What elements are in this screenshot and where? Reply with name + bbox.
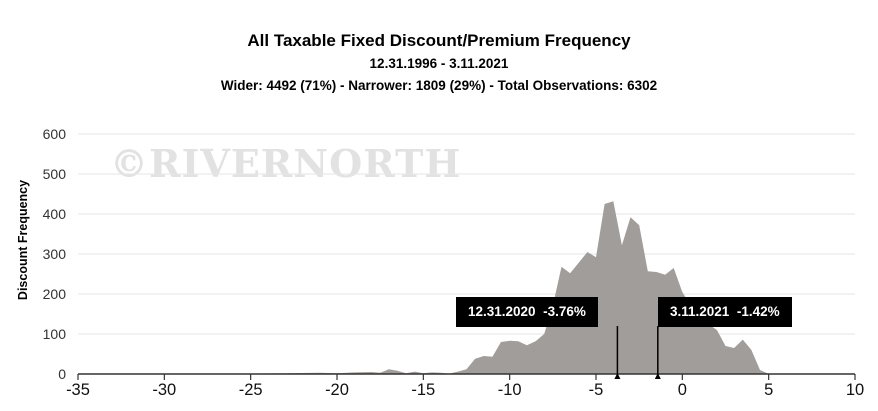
callout-end-date: 3.11.2021 bbox=[670, 304, 730, 319]
y-tick-label: 500 bbox=[43, 166, 67, 182]
callout-end-value: -1.42% bbox=[736, 304, 780, 319]
x-tick-label: 5 bbox=[764, 381, 773, 399]
y-tick-label: 400 bbox=[43, 206, 67, 222]
x-tick-label: -30 bbox=[152, 381, 176, 399]
x-tick-label: -5 bbox=[589, 381, 604, 399]
chart-summary: Wider: 4492 (71%) - Narrower: 1809 (29%)… bbox=[220, 78, 658, 93]
x-tick-label: 10 bbox=[846, 381, 864, 399]
marker-arrow-end bbox=[654, 373, 661, 379]
callout-start-value: -3.76% bbox=[543, 304, 586, 319]
y-tick-label: 100 bbox=[43, 326, 67, 342]
x-tick-label: -25 bbox=[239, 381, 263, 399]
callout-start: 12.31.2020 -3.76% bbox=[456, 297, 598, 327]
rivernorth-watermark: ©RIVERNORTH bbox=[110, 141, 462, 186]
x-tick-label: -10 bbox=[498, 381, 522, 399]
marker-arrow-start bbox=[614, 373, 621, 379]
chart-date-range: 12.31.1996 - 3.11.2021 bbox=[369, 56, 509, 71]
y-tick-label: 300 bbox=[43, 246, 67, 262]
x-tick-label: -15 bbox=[411, 381, 435, 399]
x-tick-label: -35 bbox=[66, 381, 90, 399]
x-tick-label: 0 bbox=[678, 381, 687, 399]
callout-end: 3.11.2021 -1.42% bbox=[658, 297, 792, 327]
y-axis-label: Discount Frequency bbox=[16, 180, 30, 300]
y-tick-label: 200 bbox=[43, 286, 67, 302]
chart-title: All Taxable Fixed Discount/Premium Frequ… bbox=[247, 31, 631, 50]
y-tick-label: 0 bbox=[58, 366, 66, 382]
y-tick-label: 600 bbox=[43, 126, 67, 142]
frequency-area bbox=[78, 201, 855, 374]
x-tick-label: -20 bbox=[325, 381, 349, 399]
callout-start-date: 12.31.2020 bbox=[468, 304, 536, 319]
